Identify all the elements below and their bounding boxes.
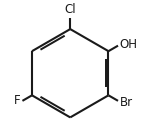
Text: Br: Br <box>120 95 133 108</box>
Text: OH: OH <box>120 38 137 51</box>
Text: Cl: Cl <box>64 3 76 16</box>
Text: F: F <box>14 94 21 107</box>
